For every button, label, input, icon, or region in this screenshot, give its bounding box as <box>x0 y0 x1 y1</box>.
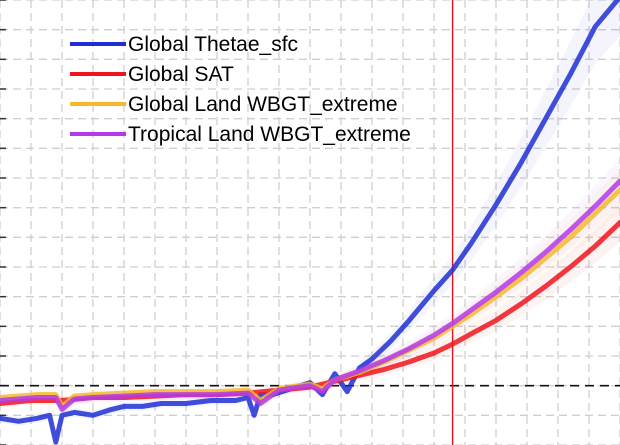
legend-label-1: Global Thetae_sfc <box>128 33 298 56</box>
series-line-4 <box>0 178 620 412</box>
axis-ticks <box>0 0 6 445</box>
legend-label-4: Tropical Land WBGT_extreme <box>128 123 411 146</box>
uncertainty-band-4 <box>0 158 620 414</box>
legend-label-2: Global SAT <box>128 63 234 86</box>
legend-label-3: Global Land WBGT_extreme <box>128 93 398 116</box>
legend: Global Thetae_sfc Global SAT Global Land W… <box>70 33 411 146</box>
